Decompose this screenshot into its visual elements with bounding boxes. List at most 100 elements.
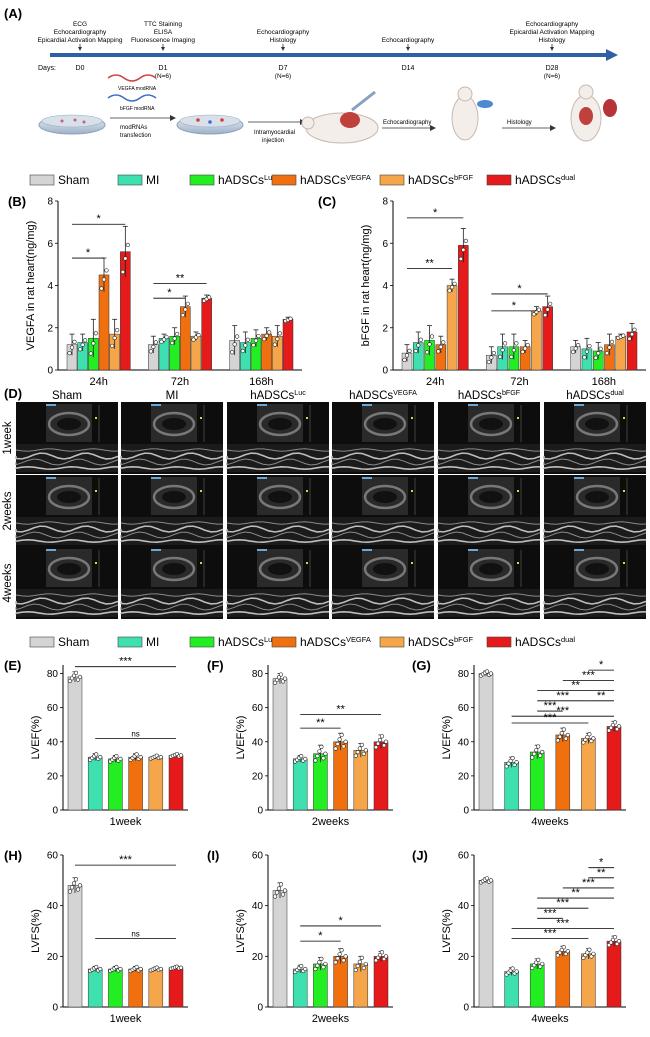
data-point	[610, 937, 616, 942]
data-point	[83, 338, 88, 343]
data-point	[262, 337, 267, 342]
data-point	[608, 940, 614, 945]
data-point	[280, 892, 286, 897]
category-label: 4weeks	[531, 816, 569, 828]
data-point	[71, 673, 77, 678]
data-point	[118, 756, 123, 761]
data-point	[134, 964, 139, 970]
data-point	[561, 945, 566, 950]
data-point	[153, 340, 158, 345]
legend-label: hADSCsdual	[515, 635, 575, 649]
bar	[446, 285, 458, 371]
y-tick-label: 40	[47, 901, 59, 912]
echo-column-label: hADSCsbFGF	[458, 389, 521, 402]
timeline-event-text: TTC Staining	[144, 21, 182, 28]
y-tick-label: 0	[52, 806, 58, 817]
panel-label-b: (B)	[8, 194, 26, 209]
category-label: 168h	[592, 376, 616, 388]
legend-swatch	[486, 636, 512, 648]
chart-f: (F) 0 20 40 60 80 LVEF(%) 2weeks ** **	[207, 658, 393, 828]
timeline-event-text: Fluorescence Imaging	[131, 37, 195, 44]
data-point	[315, 753, 320, 759]
data-point	[565, 949, 570, 954]
y-axis-label: LVFS(%)	[30, 909, 42, 953]
data-point	[418, 337, 423, 342]
echo-image	[15, 402, 119, 474]
significance-label: **	[336, 703, 345, 715]
legend-label: hADSCsLuc	[218, 173, 276, 187]
y-tick-label: 4	[382, 281, 388, 292]
data-point	[381, 956, 387, 962]
bar	[168, 967, 184, 1008]
bar	[201, 297, 212, 371]
panel-label-f: (F)	[207, 658, 224, 673]
bar	[67, 676, 83, 811]
data-point	[486, 359, 491, 365]
y-axis-label: bFGF in rat heart(ng/mg)	[360, 225, 372, 347]
bar	[555, 734, 571, 811]
data-point	[337, 737, 342, 742]
data-point	[341, 958, 346, 963]
significance-label: ***	[544, 712, 558, 724]
bar	[87, 756, 103, 811]
data-point	[67, 351, 72, 356]
bar	[148, 968, 164, 1008]
bar	[272, 678, 288, 811]
data-point	[627, 336, 632, 341]
bar	[606, 940, 622, 1008]
significance-label: ***	[556, 690, 570, 702]
data-point	[235, 334, 240, 339]
data-point	[88, 351, 93, 356]
data-point	[536, 307, 542, 312]
echo-image	[331, 402, 435, 474]
bar	[148, 756, 164, 811]
data-point	[240, 348, 245, 354]
panel-label-d: (D)	[4, 386, 22, 401]
y-tick-label: 0	[463, 806, 469, 817]
data-point	[71, 881, 77, 886]
data-point	[282, 676, 288, 681]
y-tick-label: 60	[47, 703, 59, 714]
y-axis-label: LVFS(%)	[235, 909, 247, 953]
panel-label-c: (C)	[318, 194, 336, 209]
significance-label: *	[86, 247, 91, 259]
echo-image	[120, 475, 224, 547]
data-point	[319, 956, 324, 961]
plasmid-2-label: bFGF modRNA	[120, 106, 155, 112]
data-point	[520, 349, 525, 354]
data-point	[339, 732, 344, 738]
echo-column-label: Sham	[52, 390, 82, 402]
timeline-event-text: Echocardiography	[526, 21, 579, 28]
bar	[606, 726, 622, 811]
bar	[353, 750, 369, 811]
y-tick-label: 20	[252, 952, 264, 963]
y-tick-label: 40	[458, 901, 470, 912]
data-point	[508, 758, 513, 763]
data-point	[110, 343, 115, 349]
data-point	[355, 963, 360, 969]
data-point	[245, 337, 250, 342]
data-point	[523, 346, 528, 351]
data-point	[559, 731, 564, 736]
data-point	[138, 966, 143, 972]
data-point	[463, 238, 468, 243]
bar	[529, 751, 545, 811]
data-point	[427, 342, 432, 347]
data-point	[407, 348, 412, 353]
data-point	[333, 960, 338, 965]
data-point	[608, 725, 614, 730]
legend-swatch	[117, 174, 143, 186]
data-point	[438, 344, 443, 350]
plasmid-1-label: VEGFA modRNA	[118, 86, 157, 92]
data-point	[614, 727, 620, 732]
timeline-event-text: Echocardiography	[382, 37, 435, 44]
data-point	[98, 966, 103, 972]
data-point	[607, 345, 612, 350]
legend-swatch	[189, 174, 215, 186]
data-point	[381, 743, 387, 748]
data-point	[99, 286, 104, 291]
data-point	[77, 674, 83, 680]
significance-label: ***	[556, 897, 570, 909]
data-point	[272, 680, 278, 685]
data-point	[504, 764, 509, 769]
